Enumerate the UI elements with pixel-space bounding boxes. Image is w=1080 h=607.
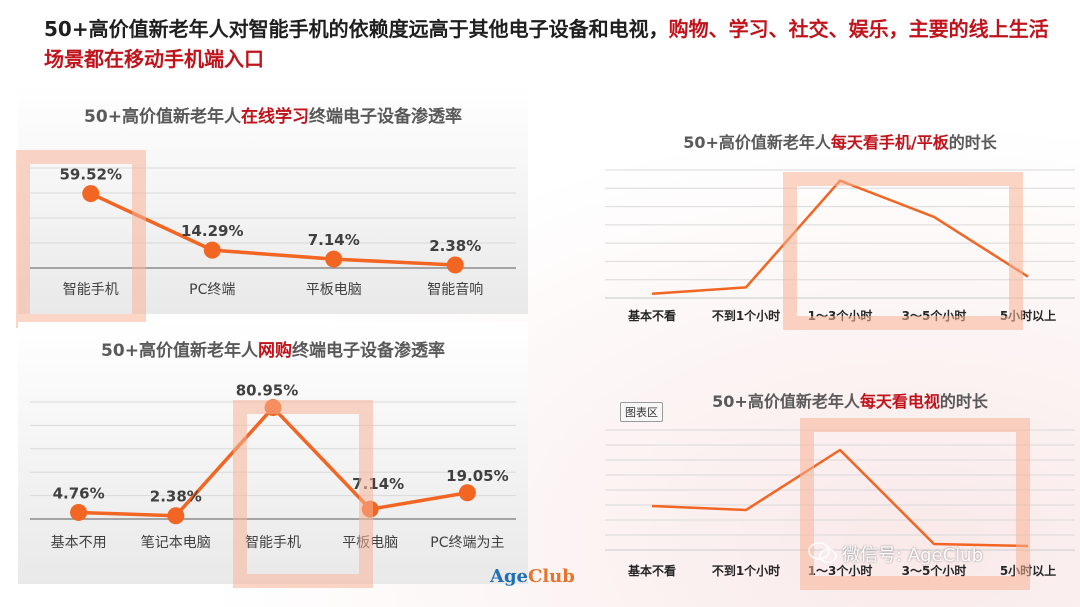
chart-tv-time: 50+高价值新老年人每天看电视的时长 基本不看 不到1个小时 1～3个小时 3～5个小… — [605, 375, 1075, 590]
category-label: 基本不看 — [627, 308, 676, 323]
wechat-icon — [808, 542, 837, 564]
chart-online-shopping: 50+高价值新老年人网购终端电子设备渗透率 4.76% 2.38% 80.95% 7.… — [18, 322, 528, 584]
data-label: 14.29% — [181, 222, 243, 240]
series-line — [90, 192, 456, 267]
category-label: 3～5个小时 — [902, 563, 967, 578]
category-label: 笔记本电脑 — [141, 535, 211, 551]
data-label: 19.05% — [446, 467, 508, 485]
data-label: 2.38% — [429, 237, 481, 255]
data-label: 4.76% — [53, 484, 105, 502]
chart1-highlight-box — [16, 150, 146, 328]
chart3-title: 50+高价值新老年人每天看手机/平板的时长 — [683, 133, 997, 152]
series-line — [651, 448, 1029, 548]
wechat-watermark: 微信号: AgeClub — [842, 545, 984, 566]
data-point — [167, 507, 185, 525]
chart-area-tag[interactable]: 图表区 — [620, 402, 663, 422]
category-label: PC终端 — [189, 282, 235, 298]
page-headline: 50+高价值新老年人对智能手机的依赖度远高于其他电子设备和电视，购物、学习、社交… — [44, 14, 1054, 74]
chart3-highlight-box — [783, 172, 1023, 330]
data-point — [325, 250, 343, 268]
data-point — [446, 256, 464, 274]
chart2-title: 50+高价值新老年人网购终端电子设备渗透率 — [101, 341, 445, 361]
data-point — [458, 484, 476, 502]
chart2-highlight-box — [233, 400, 373, 588]
chart4-highlight-box — [800, 418, 1030, 590]
data-label: 2.38% — [150, 488, 202, 506]
category-label: 平板电脑 — [306, 282, 362, 298]
data-point — [70, 503, 88, 521]
data-point — [82, 185, 100, 203]
category-label: 1～3个小时 — [808, 563, 873, 578]
category-label: 智能手机 — [63, 282, 119, 298]
category-label: 智能音响 — [427, 281, 483, 298]
headline-part2: 购物、学习、社交、娱乐，主要的线上生活场景都在移动手机端入口 — [44, 17, 1049, 71]
ageclub-logo: AgeClub — [490, 566, 575, 587]
chart1-title: 50+高价值新老年人在线学习终端电子设备渗透率 — [84, 107, 462, 127]
category-label: 不到1个小时 — [712, 308, 780, 323]
data-point — [203, 241, 221, 259]
data-label: 59.52% — [60, 166, 122, 184]
category-label: 基本不看 — [627, 563, 676, 578]
data-label: 7.14% — [308, 231, 360, 249]
headline-part1: 50+高价值新老年人对智能手机的依赖度远高于其他电子设备和电视， — [44, 17, 669, 41]
category-label: 基本不用 — [51, 534, 107, 551]
data-label: 80.95% — [236, 382, 298, 400]
category-label: 不到1个小时 — [712, 563, 780, 578]
chart1-plot: 59.52% 14.29% 7.14% 2.38% 智能手机 PC终端 平板电脑 智能音响 — [30, 166, 516, 298]
category-label: PC终端为主 — [430, 535, 504, 551]
chart-online-learning: 50+高价值新老年人在线学习终端电子设备渗透率 59.52% 14.29% 7.14… — [18, 84, 528, 314]
chart4-title: 50+高价值新老年人每天看电视的时长 — [712, 392, 988, 411]
category-label: 智能手机 — [245, 535, 301, 551]
